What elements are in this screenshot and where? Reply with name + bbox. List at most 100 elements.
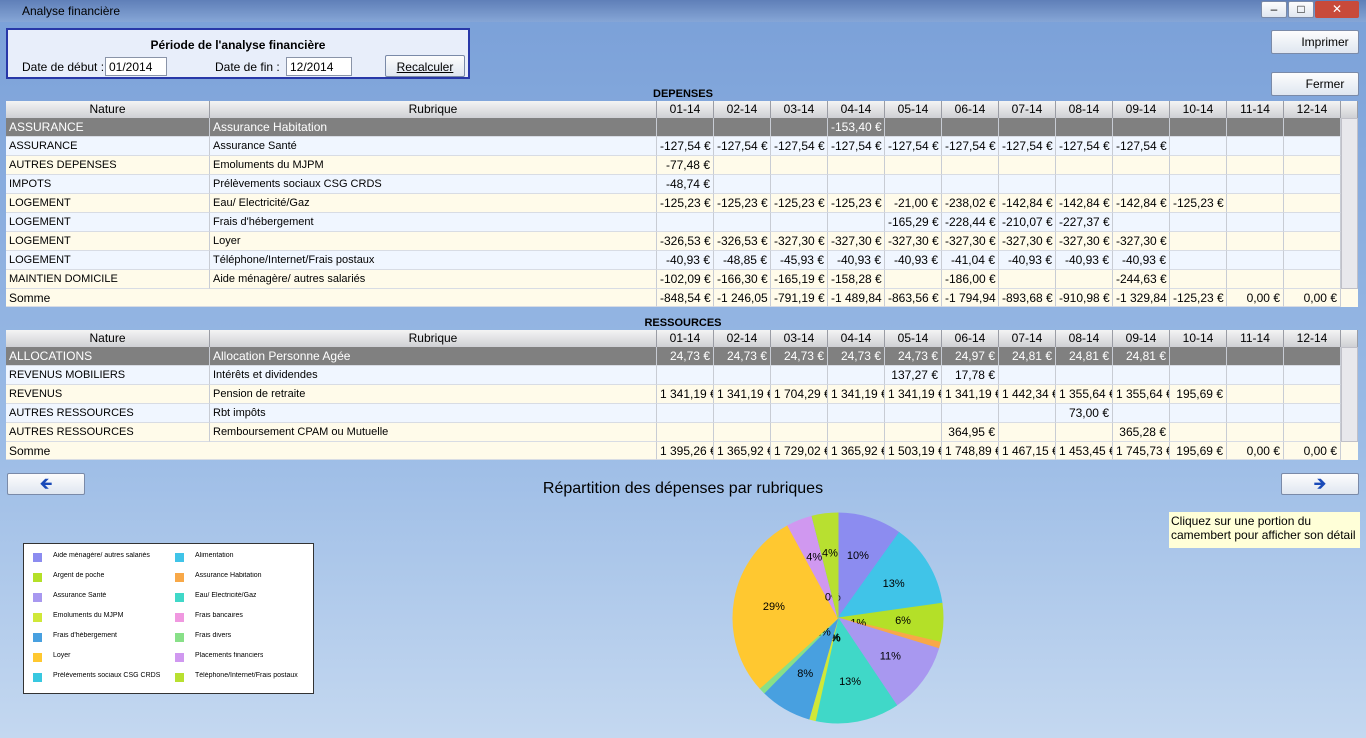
- pie-hint: Cliquez sur une portion du camembert pou…: [1169, 512, 1360, 548]
- total-filler: [1341, 442, 1358, 460]
- column-header: 06-14: [942, 330, 999, 347]
- column-header: 12-14: [1284, 330, 1341, 347]
- table-cell: -238,02 €: [942, 194, 999, 213]
- table-cell: [1284, 118, 1341, 137]
- close-window[interactable]: ✕: [1315, 1, 1359, 18]
- table-cell: -45,93 €: [771, 251, 828, 270]
- table-cell: [1227, 213, 1284, 232]
- table-cell: -48,74 €: [657, 175, 714, 194]
- slice-label: 10%: [847, 550, 869, 562]
- table-cell: 17,78 €: [942, 366, 999, 385]
- table-cell: [1227, 270, 1284, 289]
- column-header: 01-14: [657, 101, 714, 118]
- legend-label: Placements financiers: [195, 652, 264, 659]
- table-cell: 24,73 €: [657, 347, 714, 366]
- legend-swatch: [175, 573, 184, 582]
- table-cell: [885, 270, 942, 289]
- table-cell: [771, 118, 828, 137]
- table-cell: [1227, 251, 1284, 270]
- column-header: 03-14: [771, 330, 828, 347]
- table-cell: [657, 423, 714, 442]
- table-cell: 1 341,19 €: [828, 385, 885, 404]
- column-header: 03-14: [771, 101, 828, 118]
- prev-button[interactable]: 🡸: [7, 473, 85, 495]
- period-title: Période de l'analyse financière: [150, 38, 326, 52]
- table-cell: [942, 118, 999, 137]
- table-cell: 24,73 €: [885, 347, 942, 366]
- legend-swatch: [175, 593, 184, 602]
- table-cell: LOGEMENT: [6, 213, 210, 232]
- pie-slice[interactable]: [836, 531, 943, 619]
- table-cell: -40,93 €: [1113, 251, 1170, 270]
- table-cell: -227,37 €: [1056, 213, 1113, 232]
- table-cell: -40,93 €: [999, 251, 1056, 270]
- table-cell: [1284, 423, 1341, 442]
- table-cell: [1284, 347, 1341, 366]
- print-button[interactable]: Imprimer: [1271, 30, 1359, 54]
- table-cell: -166,30 €: [714, 270, 771, 289]
- maximize[interactable]: □: [1288, 1, 1314, 18]
- column-header: 09-14: [1113, 330, 1170, 347]
- pie-slice[interactable]: [836, 617, 940, 706]
- table-cell: Rbt impôts: [210, 404, 657, 423]
- pie-title: Répartition des dépenses par rubriques: [542, 480, 824, 497]
- table-cell: [771, 404, 828, 423]
- legend-swatch: [175, 673, 184, 682]
- table-cell: -153,40 €: [828, 118, 885, 137]
- table-cell: -127,54 €: [714, 137, 771, 156]
- table-cell: [1227, 118, 1284, 137]
- total-label: Somme: [6, 442, 657, 460]
- next-button[interactable]: 🡺: [1281, 473, 1359, 495]
- column-header: 10-14: [1170, 330, 1227, 347]
- table-cell: Prélèvements sociaux CSG CRDS: [210, 175, 657, 194]
- total-cell: 1 395,26 €: [657, 442, 714, 460]
- close-button[interactable]: Fermer: [1271, 72, 1359, 96]
- column-header: 05-14: [885, 330, 942, 347]
- pie-slice[interactable]: [732, 525, 839, 689]
- pie-slice[interactable]: [811, 512, 839, 619]
- table-cell: 24,73 €: [828, 347, 885, 366]
- table-cell: [828, 156, 885, 175]
- legend-swatch: [33, 553, 42, 562]
- table-cell: [885, 118, 942, 137]
- slice-label: 11%: [880, 651, 901, 663]
- table-cell: [1170, 232, 1227, 251]
- title-bar: Analyse financière – □ ✕: [0, 0, 1366, 22]
- table-cell: -127,54 €: [657, 137, 714, 156]
- total-cell: -1 246,05 €: [714, 289, 771, 307]
- legend-label: Argent de poche: [53, 572, 105, 579]
- table-cell: Téléphone/Internet/Frais postaux: [210, 251, 657, 270]
- table-cell: -125,23 €: [771, 194, 828, 213]
- section-title: DEPENSES: [653, 88, 713, 100]
- recalc-button[interactable]: Recalculer: [385, 55, 465, 77]
- table-cell: [714, 175, 771, 194]
- end-input[interactable]: 12/2014: [286, 57, 352, 76]
- table-cell: Loyer: [210, 232, 657, 251]
- table-cell: ALLOCATIONS: [6, 347, 210, 366]
- table-cell: LOGEMENT: [6, 251, 210, 270]
- table-cell: -125,23 €: [657, 194, 714, 213]
- table-cell: Frais d'hébergement: [210, 213, 657, 232]
- window-title: Analyse financière: [22, 4, 121, 18]
- header-corner: [1341, 101, 1358, 118]
- table-cell: 1 355,64 €: [1056, 385, 1113, 404]
- table-cell: [714, 366, 771, 385]
- table-cell: [999, 270, 1056, 289]
- pie-slice[interactable]: [814, 616, 898, 724]
- table-cell: -125,23 €: [828, 194, 885, 213]
- start-input[interactable]: 01/2014: [105, 57, 167, 76]
- column-header: 12-14: [1284, 101, 1341, 118]
- legend-label: Alimentation: [195, 552, 234, 559]
- table-cell: [999, 366, 1056, 385]
- legend-label: Eau/ Electricité/Gaz: [195, 592, 257, 599]
- table-cell: 24,81 €: [1056, 347, 1113, 366]
- table-cell: [1227, 137, 1284, 156]
- total-cell: 0,00 €: [1227, 442, 1284, 460]
- column-header: Rubrique: [210, 330, 657, 347]
- table-cell: [1113, 175, 1170, 194]
- table-cell: Aide ménagère/ autres salariés: [210, 270, 657, 289]
- minimize[interactable]: –: [1261, 1, 1287, 18]
- table-cell: [999, 156, 1056, 175]
- table-cell: [942, 404, 999, 423]
- table-cell: 1 341,19 €: [714, 385, 771, 404]
